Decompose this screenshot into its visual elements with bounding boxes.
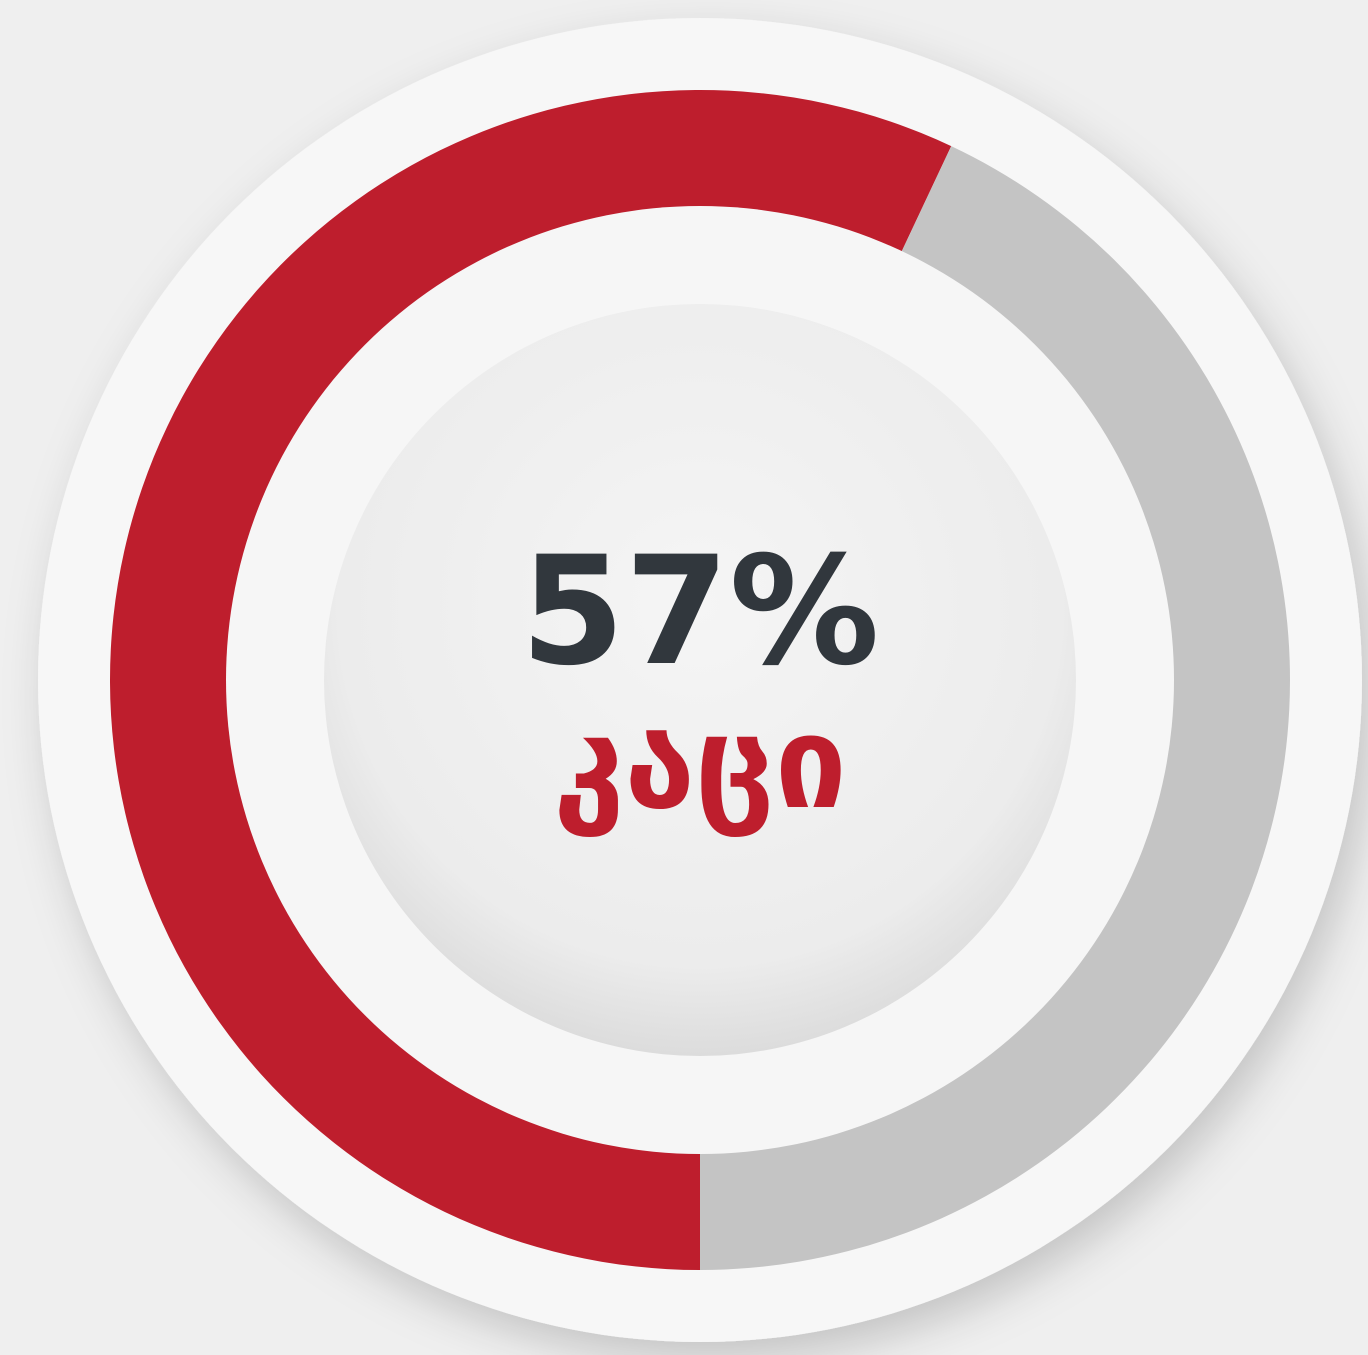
donut-segment — [110, 89, 952, 1270]
donut-segment — [700, 146, 1290, 1270]
category-label: კაცი — [553, 689, 847, 838]
inner-well — [324, 304, 1076, 1056]
donut-ring — [110, 89, 1290, 1270]
value-label: 57% — [520, 525, 879, 699]
